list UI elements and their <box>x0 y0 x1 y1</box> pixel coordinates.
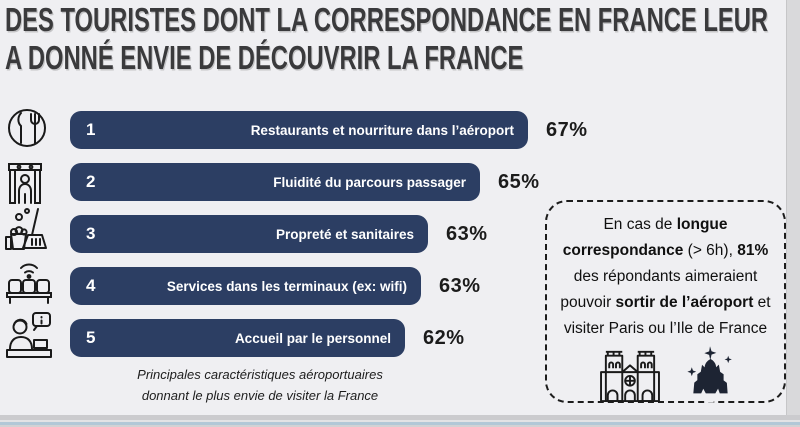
cleaning-icon <box>5 207 51 253</box>
rank-number: 4 <box>86 276 96 295</box>
rank-number: 5 <box>86 328 96 347</box>
callout-icons <box>547 345 784 408</box>
restaurant-plate-icon <box>5 106 49 150</box>
viewer-bottom-edge <box>0 415 800 420</box>
page-title-line-1: DES TOURISTES DONT LA CORRESPONDANCE EN … <box>5 1 769 38</box>
ranking-bar-label: Fluidité du parcours passager <box>273 174 466 190</box>
ranking-bar: 4 Services dans les terminaux (ex: wifi) <box>70 267 421 305</box>
ranking-bar-label: Restaurants et nourriture dans l’aéropor… <box>250 122 514 138</box>
ranking-bar-label: Services dans les terminaux (ex: wifi) <box>166 278 407 294</box>
ranking-bar-label: Propreté et sanitaires <box>275 226 414 242</box>
chart-caption-line-1: Principales caractéristiques aéroportuai… <box>137 367 383 382</box>
rank-number: 3 <box>86 224 96 243</box>
notre-dame-icon <box>599 347 661 408</box>
ranking-bar: 1 Restaurants et nourriture dans l’aérop… <box>70 111 528 149</box>
security-scanner-icon <box>5 157 45 205</box>
information-desk-icon <box>5 311 53 361</box>
ranking-bar: 3 Propreté et sanitaires <box>70 215 428 253</box>
ranking-percentage: 67% <box>546 118 588 141</box>
page-title: DES TOURISTES DONT LA CORRESPONDANCE EN … <box>5 1 800 77</box>
ranking-row: 2 Fluidité du parcours passager 65% <box>70 163 540 201</box>
rank-number: 2 <box>86 172 96 191</box>
chart-caption-line-2: donnant le plus envie de visiter la Fran… <box>141 388 379 403</box>
ranking-bar: 2 Fluidité du parcours passager <box>70 163 480 201</box>
long-layover-callout: En cas de longue correspondance (> 6h), … <box>545 200 786 403</box>
ranking-percentage: 65% <box>498 170 540 193</box>
ranking-bar: 5 Accueil par le personnel <box>70 319 405 357</box>
disney-castle-icon <box>686 345 733 408</box>
ranking-row: 5 Accueil par le personnel 62% <box>70 319 465 357</box>
viewer-bottom-edge-highlight <box>0 420 800 422</box>
viewer-right-margin <box>786 0 800 427</box>
ranking-row: 4 Services dans les terminaux (ex: wifi)… <box>70 267 481 305</box>
ranking-row: 1 Restaurants et nourriture dans l’aérop… <box>70 111 588 149</box>
ranking-row: 3 Propreté et sanitaires 63% <box>70 215 488 253</box>
callout-text: En cas de longue correspondance (> 6h), … <box>560 216 771 337</box>
ranking-percentage: 62% <box>423 326 465 349</box>
terminal-seating-wifi-icon <box>5 259 53 305</box>
ranking-bar-label: Accueil par le personnel <box>234 330 391 346</box>
viewer-bottom-border <box>0 425 800 427</box>
chart-caption: Principales caractéristiques aéroportuai… <box>70 364 450 406</box>
page-title-line-2: A DONNÉ ENVIE DE DÉCOUVRIR LA FRANCE <box>5 39 524 76</box>
viewer-bottom-accent-line <box>0 422 800 425</box>
ranking-percentage: 63% <box>439 274 481 297</box>
rank-number: 1 <box>86 120 96 139</box>
ranking-percentage: 63% <box>446 222 488 245</box>
